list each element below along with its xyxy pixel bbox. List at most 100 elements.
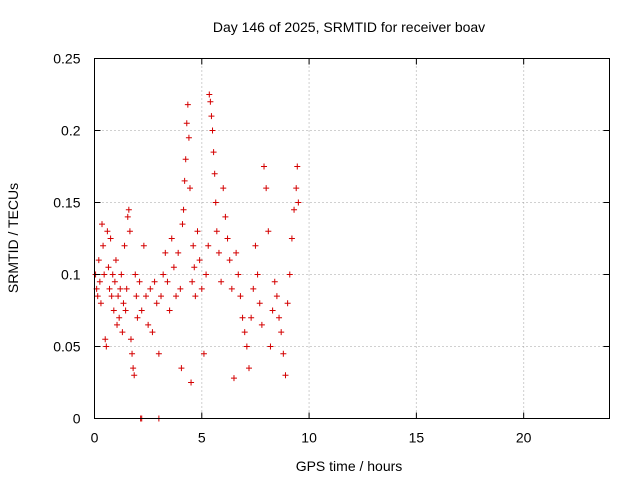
y-tick-label: 0.05: [53, 339, 80, 355]
data-point: [110, 307, 117, 314]
data-points: [92, 91, 302, 422]
data-point: [183, 120, 190, 127]
data-point: [261, 163, 268, 170]
data-point: [278, 329, 285, 336]
data-point: [185, 134, 192, 141]
data-point: [186, 185, 193, 192]
data-point: [97, 300, 104, 307]
data-point: [96, 278, 103, 285]
data-point: [111, 278, 118, 285]
data-point: [191, 264, 198, 271]
y-tick-label: 0.1: [61, 267, 81, 283]
data-point: [131, 372, 138, 379]
data-point: [115, 293, 122, 300]
data-point: [200, 350, 207, 357]
data-point: [254, 271, 261, 278]
data-point: [168, 235, 175, 242]
data-point: [211, 170, 218, 177]
data-point: [233, 249, 240, 256]
data-point: [117, 285, 124, 292]
data-point: [276, 314, 283, 321]
data-point: [189, 278, 196, 285]
data-point: [160, 271, 167, 278]
data-point: [94, 293, 101, 300]
data-point: [112, 257, 119, 264]
data-point: [207, 98, 214, 105]
data-point: [190, 242, 197, 249]
data-point: [258, 321, 265, 328]
data-point: [151, 278, 158, 285]
data-point: [184, 101, 191, 108]
data-point: [177, 285, 184, 292]
data-point: [104, 228, 111, 235]
data-point: [265, 228, 272, 235]
data-point: [119, 329, 126, 336]
data-point: [235, 271, 242, 278]
data-point: [188, 379, 195, 386]
data-point: [267, 343, 274, 350]
data-point: [173, 293, 180, 300]
data-point: [178, 365, 185, 372]
data-point: [123, 285, 130, 292]
data-point: [212, 199, 219, 206]
data-point: [155, 350, 162, 357]
x-tick-label: 10: [301, 430, 317, 446]
data-point: [175, 249, 182, 256]
data-point: [121, 242, 128, 249]
data-point: [230, 375, 237, 382]
data-point: [208, 113, 215, 120]
data-point: [166, 307, 173, 314]
data-point: [239, 314, 246, 321]
data-point: [101, 271, 108, 278]
y-tick-label: 0: [73, 411, 81, 427]
data-point: [209, 127, 216, 134]
y-tick-label: 0.2: [61, 123, 81, 139]
data-point: [192, 293, 199, 300]
data-point: [143, 293, 149, 300]
data-point: [226, 257, 233, 264]
data-point: [100, 242, 107, 249]
data-point: [256, 300, 263, 307]
data-point: [271, 278, 278, 285]
data-point: [153, 300, 160, 307]
data-point: [213, 228, 220, 235]
data-point: [106, 285, 113, 292]
data-point: [241, 329, 248, 336]
data-point: [215, 249, 222, 256]
data-point: [95, 257, 102, 264]
data-point: [116, 314, 123, 321]
data-point: [147, 285, 154, 292]
data-point: [218, 278, 225, 285]
data-point: [294, 163, 301, 170]
data-point: [170, 264, 177, 271]
data-point: [250, 285, 257, 292]
data-point: [158, 293, 165, 300]
data-point: [288, 235, 295, 242]
data-point: [182, 156, 189, 163]
data-point: [149, 329, 156, 336]
data-point: [134, 314, 141, 321]
gridlines: [94, 58, 610, 419]
data-point: [132, 271, 139, 278]
data-point: [133, 293, 140, 300]
data-point: [263, 185, 270, 192]
y-tick-label: 0.25: [53, 51, 80, 67]
data-point: [210, 149, 217, 156]
x-tick-label: 20: [516, 430, 532, 446]
data-point: [228, 285, 235, 292]
data-point: [220, 185, 227, 192]
y-tick-labels: 0 0.05 0.1 0.15 0.2 0.25: [53, 51, 80, 427]
data-point: [224, 235, 231, 242]
data-point: [284, 300, 291, 307]
data-point: [107, 235, 114, 242]
data-point: [205, 242, 212, 249]
data-point: [127, 336, 134, 343]
data-point: [124, 213, 131, 220]
data-point: [295, 199, 302, 206]
data-point: [291, 206, 298, 213]
data-point: [164, 278, 171, 285]
data-point: [180, 206, 187, 213]
data-point: [194, 228, 201, 235]
data-point: [203, 271, 210, 278]
